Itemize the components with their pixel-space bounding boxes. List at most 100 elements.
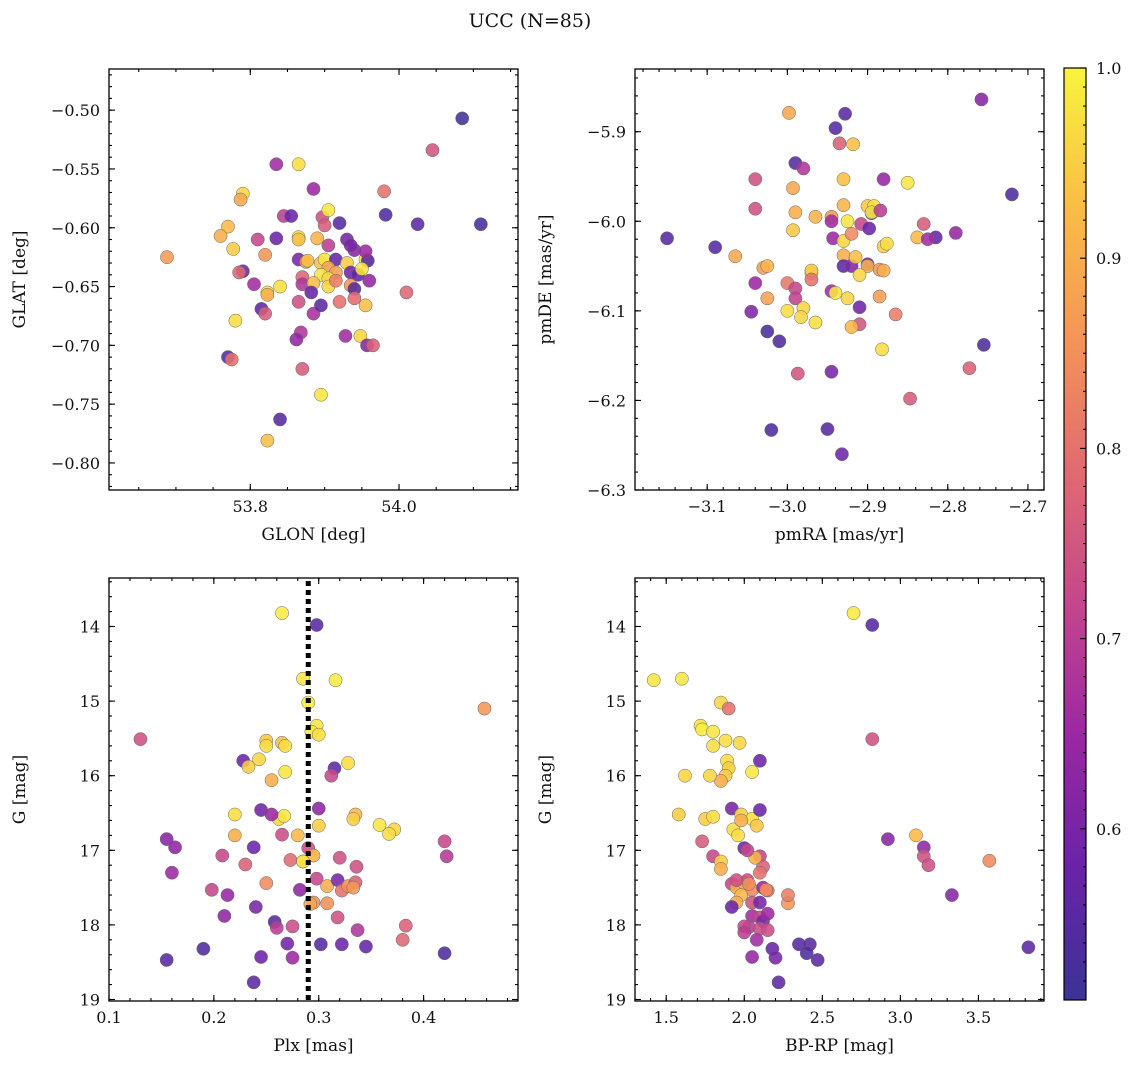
x-tick-label: 2.5	[810, 1008, 835, 1027]
scatter-point	[220, 888, 235, 902]
y-axis-label: pmDE [mas/yr]	[536, 214, 556, 344]
y-tick-label: 19	[606, 991, 626, 1010]
scatter-point	[900, 175, 915, 190]
scatter-point	[290, 828, 305, 843]
scatter-point	[314, 298, 328, 313]
scatter-point	[382, 827, 396, 841]
scatter-point	[844, 226, 859, 241]
scatter-point	[254, 950, 268, 964]
scatter-point	[313, 937, 328, 952]
y-tick-label: 15	[606, 692, 626, 711]
panel-1: 53.8 54.0 −0.50 −0.55 −0.60 −0.65 −0.70 −0.75 −0…	[10, 68, 519, 545]
scatter-point	[875, 342, 889, 357]
y-tick-label: −0.75	[51, 395, 100, 414]
scatter-point	[728, 249, 743, 264]
panel-2: −3.1 −3.0 −2.9 −2.8 −2.7 −5.9 −6.0 −6.1 −6.2 −6.3…	[536, 68, 1047, 545]
scatter-point	[269, 157, 284, 172]
scatter-point	[771, 975, 786, 990]
scatter-point	[836, 198, 851, 213]
y-tick-label: −6.1	[587, 302, 626, 321]
scatter-point	[879, 236, 894, 251]
scatter-point	[788, 291, 803, 306]
scatter-point	[133, 732, 148, 746]
scatter-point	[945, 888, 959, 902]
scatter-point	[317, 218, 332, 233]
scatter-point	[275, 827, 289, 842]
y-tick-label: −0.60	[51, 219, 100, 238]
scatter-point	[804, 272, 819, 287]
y-tick-label: 16	[606, 767, 626, 786]
x-tick-label: 0.2	[201, 1008, 226, 1027]
colorbar-tick-label: 0.6	[1096, 820, 1121, 839]
scatter-point	[354, 262, 369, 276]
scatter-point	[264, 807, 279, 822]
y-axis-label: G [mag]	[536, 755, 556, 824]
scatter-points	[160, 111, 488, 448]
scatter-point	[832, 136, 847, 151]
scatter-point	[749, 818, 764, 833]
scatter-point	[159, 953, 174, 967]
scatter-point	[260, 287, 275, 302]
scatter-point	[372, 818, 387, 832]
scatter-point	[311, 801, 326, 816]
scatter-point	[745, 765, 759, 779]
scatter-point	[876, 263, 891, 278]
scatter-point	[921, 858, 936, 873]
x-axis-label: BP-RP [mag]	[785, 1036, 894, 1056]
y-tick-label: 17	[80, 841, 100, 860]
scatter-point	[248, 900, 263, 914]
scatter-point	[278, 765, 293, 779]
panel-3: 0.1 0.2 0.3 0.4 14 15 16 17 18 19 Plx [mas] G [mag]	[10, 577, 519, 1056]
scatter-point	[246, 840, 261, 855]
scatter-point	[260, 433, 275, 448]
scatter-point	[753, 895, 767, 910]
scatter-point	[320, 879, 334, 893]
scatter-point	[224, 352, 239, 367]
scatter-point	[794, 310, 808, 324]
scatter-point	[729, 873, 744, 887]
scatter-point	[865, 618, 880, 632]
scatter-point	[395, 932, 410, 947]
scatter-point	[358, 244, 373, 259]
scatter-point	[820, 422, 835, 436]
scatter-point	[753, 753, 767, 768]
scatter-point	[346, 880, 361, 895]
scatter-point	[865, 732, 880, 746]
scatter-point	[836, 172, 851, 187]
scatter-point	[334, 937, 349, 952]
scatter-point	[1021, 940, 1036, 955]
scatter-point	[353, 329, 368, 343]
scatter-point	[309, 618, 324, 632]
scatter-point	[714, 862, 728, 876]
axes-frame	[634, 68, 1045, 491]
scatter-point	[772, 334, 787, 349]
scatter-point	[247, 277, 261, 292]
scatter-point	[920, 232, 935, 247]
y-tick-label: 18	[80, 916, 100, 935]
colorbar: 0.6 0.7 0.8 0.9 1.0	[1063, 59, 1121, 1001]
scatter-point	[293, 882, 307, 897]
scatter-point	[846, 606, 861, 620]
scatter-point	[378, 207, 393, 222]
scatter-point	[734, 813, 749, 828]
scatter-point	[283, 853, 298, 867]
scatter-point	[269, 231, 284, 246]
scatter-point	[358, 298, 373, 313]
x-tick-label: 3.5	[966, 1008, 991, 1027]
y-tick-label: −0.80	[51, 454, 100, 473]
scatter-point	[306, 182, 321, 196]
y-tick-label: −0.55	[51, 160, 100, 179]
y-tick-label: −6.2	[587, 391, 626, 410]
scatter-point	[347, 291, 362, 306]
scatter-point	[916, 217, 931, 231]
scatter-point	[838, 106, 852, 121]
scatter-point	[330, 910, 345, 925]
scatter-point	[437, 834, 452, 849]
scatter-point	[974, 92, 989, 107]
scatter-points	[133, 606, 492, 990]
scatter-point	[289, 332, 304, 347]
scatter-point	[671, 807, 686, 822]
scatter-point	[753, 865, 767, 880]
scatter-point	[748, 172, 763, 187]
x-tick-label: 0.4	[411, 1008, 436, 1027]
